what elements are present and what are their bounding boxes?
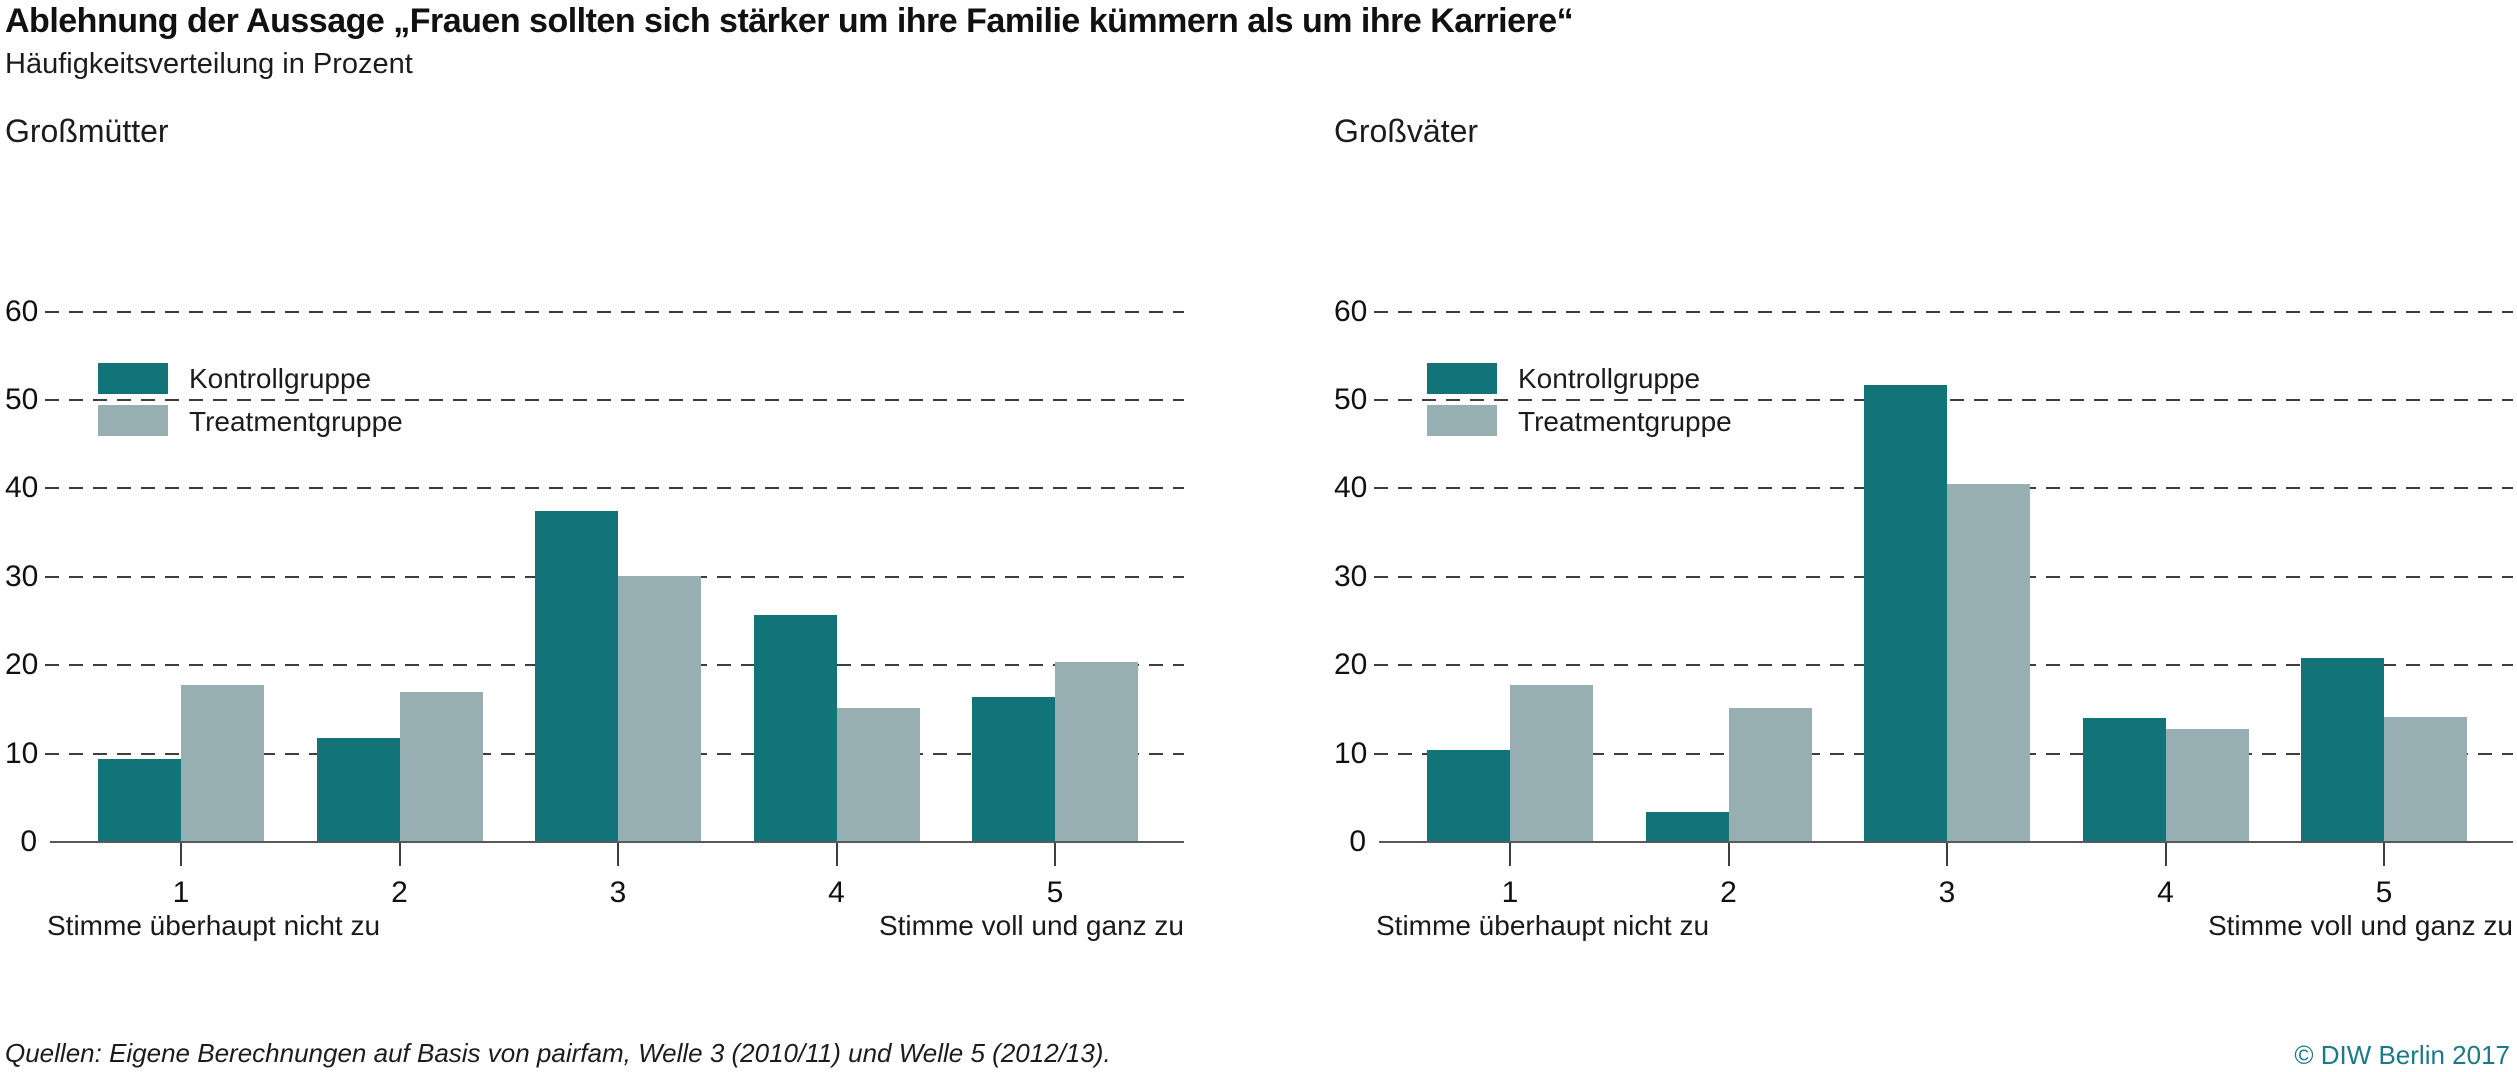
x-axis-tick-4 xyxy=(835,843,838,866)
y-axis-label-10: 10 xyxy=(1334,736,1368,770)
x-axis-tick-1 xyxy=(180,843,182,866)
chart-title: Großmütter xyxy=(5,113,169,149)
y-axis-label-60: 60 xyxy=(5,294,39,328)
figure-subtitle: Häufigkeitsverteilung in Prozent xyxy=(5,48,413,80)
x-axis-label-4: 4 xyxy=(2157,876,2174,909)
x-axis-tick-5 xyxy=(1054,843,1056,866)
legend-label-kontrollgruppe: Kontrollgruppe xyxy=(189,363,372,394)
x-axis-tick-2 xyxy=(1727,843,1730,866)
y-axis-label-30: 30 xyxy=(1334,559,1368,593)
x-caption-left: Stimme überhaupt nicht zu xyxy=(47,910,381,941)
bar-treatmentgruppe-5 xyxy=(2384,717,2467,841)
x-axis-label-1: 1 xyxy=(1501,876,1519,909)
x-axis-label-3: 3 xyxy=(609,876,627,909)
legend-swatch-kontrollgruppe xyxy=(1427,363,1497,394)
x-axis-tick-2 xyxy=(398,843,401,866)
bar-treatmentgruppe-2 xyxy=(1728,708,1812,841)
chart-grossvaeter: Großväter 0 10 20 30 40 50 60 1 2 3 4 5 Kontrollgru… xyxy=(1334,110,2517,970)
bar-treatmentgruppe-4 xyxy=(836,708,920,841)
y-axis-label-40: 40 xyxy=(5,471,39,505)
y-axis-label-60: 60 xyxy=(1334,294,1368,328)
x-caption-left: Stimme überhaupt nicht zu xyxy=(1376,910,1710,941)
y-axis-label-50: 50 xyxy=(1334,383,1368,416)
y-axis-label-0: 0 xyxy=(20,825,37,858)
y-axis-label-20: 20 xyxy=(5,648,39,682)
bar-treatmentgruppe-3 xyxy=(1947,484,2030,841)
x-caption-right: Stimme voll und ganz zu xyxy=(878,910,1184,941)
y-axis-label-20: 20 xyxy=(1334,648,1368,682)
x-axis-label-2: 2 xyxy=(1720,876,1737,909)
plot-area: 0 10 20 30 40 50 60 1 2 3 4 5 xyxy=(5,110,1188,970)
bar-treatmentgruppe-1 xyxy=(181,685,264,841)
x-caption-right: Stimme voll und ganz zu xyxy=(2207,910,2513,941)
bar-treatmentgruppe-4 xyxy=(2165,729,2249,841)
bar-kontrollgruppe-5 xyxy=(2301,658,2384,841)
gridline-60 xyxy=(45,310,1184,313)
legend-swatch-treatmentgruppe xyxy=(98,405,168,436)
legend-label-treatmentgruppe: Treatmentgruppe xyxy=(189,406,403,437)
y-axis-label-10: 10 xyxy=(5,736,39,770)
source-note: Quellen: Eigene Berechnungen auf Basis v… xyxy=(5,1038,1111,1068)
x-axis-line xyxy=(1379,841,2513,843)
bar-kontrollgruppe-3 xyxy=(535,511,618,841)
y-axis-label-30: 30 xyxy=(5,559,39,593)
x-axis-label-5: 5 xyxy=(2375,876,2393,909)
chart-title: Großväter xyxy=(1334,113,1479,149)
x-axis-tick-5 xyxy=(2383,843,2385,866)
x-axis-tick-3 xyxy=(617,843,619,866)
figure-title: Ablehnung der Aussage „Frauen sollten si… xyxy=(5,2,1574,40)
bar-treatmentgruppe-2 xyxy=(399,692,483,841)
x-axis-label-4: 4 xyxy=(828,876,845,909)
bar-kontrollgruppe-4 xyxy=(2082,718,2166,841)
plot-area: 0 10 20 30 40 50 60 1 2 3 4 5 xyxy=(1334,110,2517,970)
chart-grossmuetter: Großmütter 0 10 20 30 40 50 60 1 2 3 4 5 Kontrollgr… xyxy=(5,110,1188,970)
bar-treatmentgruppe-1 xyxy=(1510,685,1593,841)
x-axis-label-2: 2 xyxy=(391,876,408,909)
bar-kontrollgruppe-3 xyxy=(1864,385,1947,841)
x-axis-label-3: 3 xyxy=(1938,876,1956,909)
bar-kontrollgruppe-5 xyxy=(972,697,1055,841)
bar-kontrollgruppe-4 xyxy=(753,615,837,841)
y-axis-label-50: 50 xyxy=(5,383,39,416)
gridline-50 xyxy=(45,399,1184,401)
x-axis-label-5: 5 xyxy=(1046,876,1064,909)
bar-kontrollgruppe-1 xyxy=(98,759,181,841)
x-axis-tick-3 xyxy=(1946,843,1948,866)
legend-label-treatmentgruppe: Treatmentgruppe xyxy=(1518,406,1732,437)
bar-treatmentgruppe-5 xyxy=(1055,662,1138,841)
bar-treatmentgruppe-3 xyxy=(618,576,701,841)
bar-kontrollgruppe-1 xyxy=(1427,750,1510,841)
legend-swatch-kontrollgruppe xyxy=(98,363,168,394)
copyright-note: © DIW Berlin 2017 xyxy=(2294,1040,2510,1070)
bar-kontrollgruppe-2 xyxy=(316,738,400,841)
gridline-60 xyxy=(1374,310,2513,313)
x-axis-tick-1 xyxy=(1509,843,1511,866)
bar-kontrollgruppe-2 xyxy=(1645,812,1729,841)
gridline-40 xyxy=(45,487,1184,490)
x-axis-line xyxy=(50,841,1184,843)
x-axis-label-1: 1 xyxy=(172,876,190,909)
y-axis-label-0: 0 xyxy=(1349,825,1366,858)
legend-swatch-treatmentgruppe xyxy=(1427,405,1497,436)
y-axis-label-40: 40 xyxy=(1334,471,1368,505)
x-axis-tick-4 xyxy=(2164,843,2167,866)
legend-label-kontrollgruppe: Kontrollgruppe xyxy=(1518,363,1701,394)
